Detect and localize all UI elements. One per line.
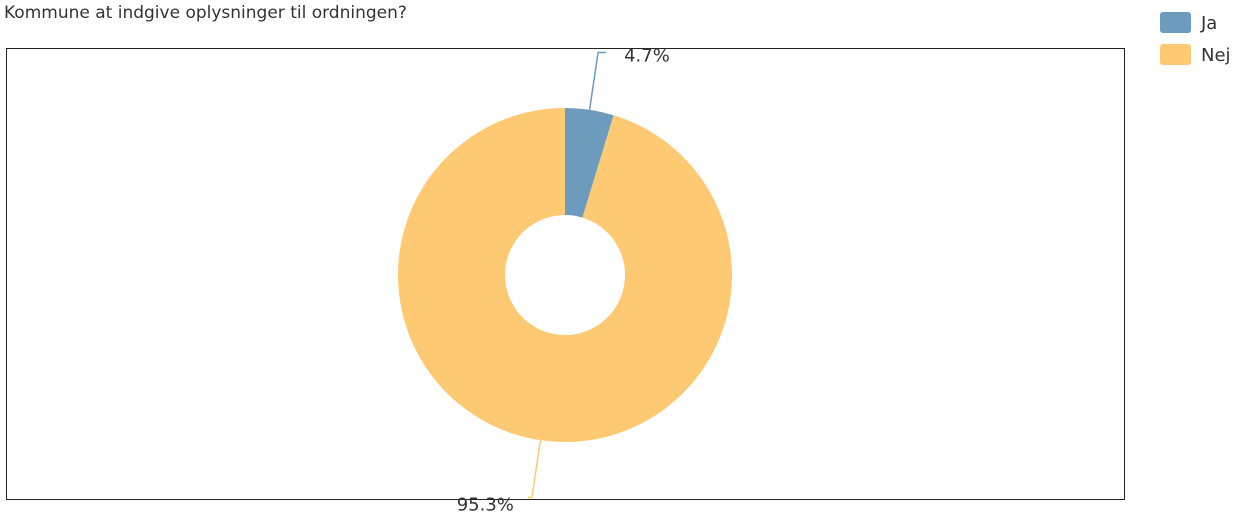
value-label: 4.7%	[624, 45, 670, 66]
plot-frame	[6, 48, 1125, 500]
legend-label: Nej	[1201, 45, 1231, 66]
donut-slice	[565, 108, 614, 218]
legend-label: Ja	[1200, 13, 1217, 34]
leader-line	[527, 440, 542, 499]
value-label: 95.3%	[457, 495, 514, 516]
legend-swatch	[1160, 12, 1191, 33]
leader-line	[588, 51, 607, 110]
legend-swatch	[1160, 44, 1191, 65]
chart-title: Kommune at indgive oplysninger til ordni…	[4, 3, 407, 23]
donut-slice	[397, 108, 732, 442]
